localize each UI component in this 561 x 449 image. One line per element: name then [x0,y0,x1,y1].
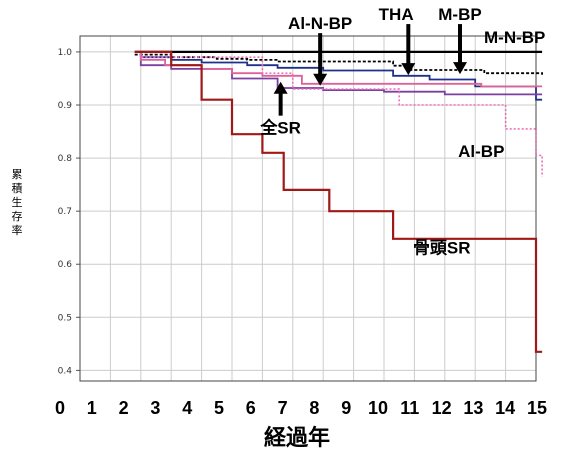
x-tick-label: 15 [527,398,547,418]
y-axis-label-char: 存 [12,209,23,223]
axis-frame [76,35,537,382]
annotation-arrow-head [313,73,328,86]
series-lines [134,50,543,353]
series-line-THA [134,53,543,75]
x-tick-label: 5 [214,398,224,418]
y-axis-label-char: 積 [12,181,23,195]
x-tick-label: 9 [341,398,351,418]
x-tick-label: 10 [368,398,388,418]
annotation-label: 全SR [259,118,301,138]
y-axis-label-char: 率 [12,223,23,237]
annotation-arrow-head [453,62,467,75]
series-line-M-BP [134,51,543,101]
x-tick-label: 7 [278,398,288,418]
y-tick-labels: 0.4 0.5 0.6 0.7 0.8 0.9 1.0 [58,48,73,376]
y-tick-label: 0.4 [58,366,73,376]
y-axis-label-char: 累 [12,168,23,181]
y-axis-label-char: 生 [12,195,23,209]
annotation-arrow-head [401,63,416,76]
y-tick-label: 0.9 [58,101,73,111]
annotation-label: M-N-BP [484,28,545,47]
series-line-骨頭SR [134,50,543,353]
x-tick-label: 8 [309,398,319,418]
x-tick-label: 1 [87,398,97,418]
series-line-Al-BP [134,51,543,177]
plot-frame [79,35,537,382]
annotation-label: THA [379,5,414,24]
annotation-label: Al-N-BP [288,14,352,33]
y-tick-label: 0.8 [58,154,73,164]
x-tick-label: 6 [246,398,256,418]
y-tick-label: 0.6 [58,260,73,270]
annotations: Al-N-BP THA M-BPM-N-BP 全SR Al-BP 骨頭SR [259,5,545,258]
x-tick-label: 0 [55,398,65,418]
series-line-全SR [134,51,543,88]
y-tick-label: 0.5 [58,313,72,323]
x-tick-label: 13 [463,398,483,418]
x-tick-labels: 0 1 2 3 4 5 6 7 8 9 10 11 12 13 14 15 [55,398,547,418]
annotation-label: M-BP [438,5,481,24]
x-tick-label: 11 [400,398,419,418]
series-line-Al-N-BP [134,51,543,96]
x-tick-label: 3 [150,398,160,418]
x-tick-label: 14 [495,398,515,418]
annotation-label: Al-BP [458,142,504,161]
annotation-arrow-head [273,81,288,94]
annotation-label: 骨頭SR [413,239,471,258]
x-tick-label: 2 [119,398,129,418]
y-tick-label: 0.7 [58,207,72,217]
x-axis-label: 経過年 [264,425,330,449]
x-tick-label: 4 [182,398,192,418]
x-tick-label: 12 [432,398,452,418]
y-tick-label: 1.0 [58,48,73,58]
